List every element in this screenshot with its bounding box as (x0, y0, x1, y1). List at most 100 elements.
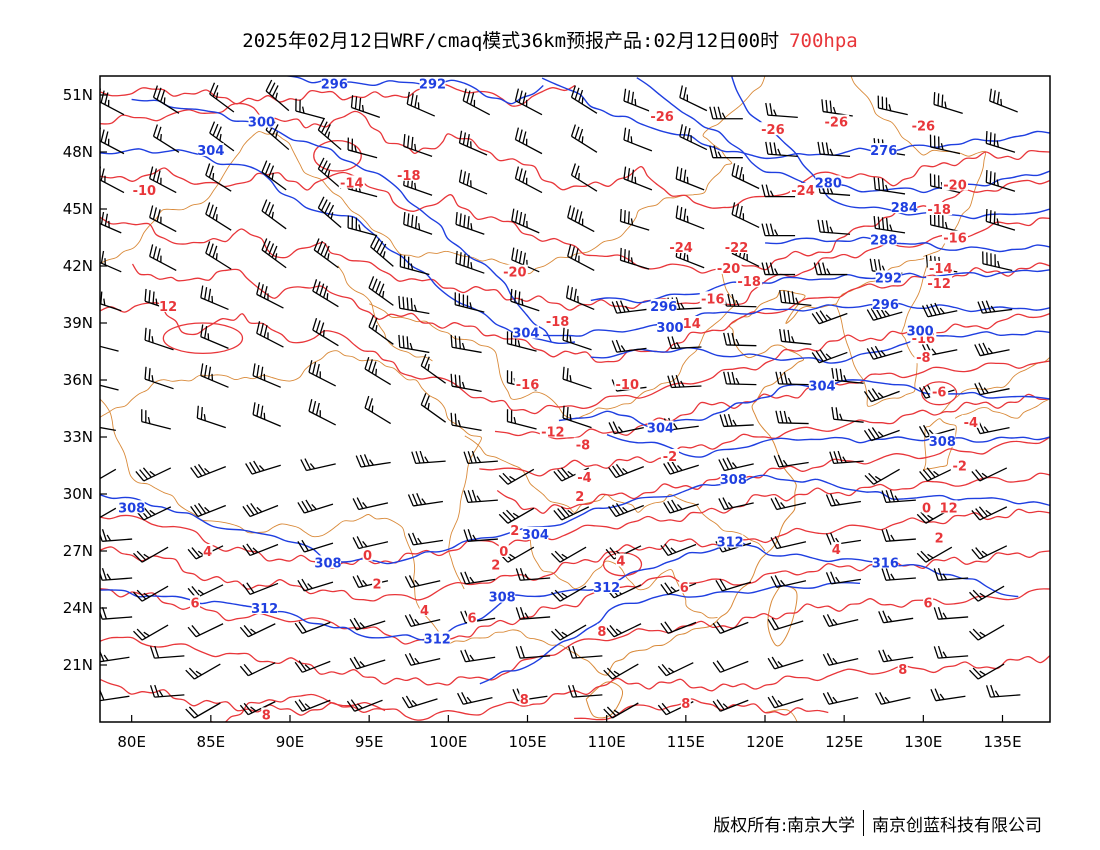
height-label-bg (489, 589, 516, 603)
temperature-label: 2 (373, 577, 382, 592)
height-label-bg (650, 298, 677, 312)
wind-barb (407, 493, 444, 507)
temperature-label-bg (519, 692, 530, 706)
temperature-isotherm (210, 693, 386, 722)
temperature-label: -18 (397, 169, 421, 184)
temperature-label-bg (614, 376, 641, 390)
temperature-isotherm (100, 82, 576, 107)
wind-barb (133, 546, 169, 563)
lon-tick-label: 90E (276, 733, 305, 751)
height-contours (100, 76, 1050, 685)
wind-barb (813, 262, 848, 276)
wind-barb (317, 118, 342, 151)
wind-barb (570, 85, 598, 114)
temperature-label-bg (679, 580, 690, 594)
wind-barb (185, 702, 221, 719)
wind-barb (100, 249, 122, 273)
wind-barb (679, 124, 708, 151)
wind-barb (239, 662, 276, 677)
wind-barb (779, 290, 812, 307)
wind-barb (930, 688, 966, 702)
height-label-bg (315, 555, 341, 569)
wind-barb (100, 166, 125, 194)
wind-barb (455, 211, 485, 235)
wind-barb (663, 460, 699, 475)
temperature-label: -20 (503, 266, 527, 281)
wind-barb (399, 254, 430, 276)
wind-barb (821, 99, 853, 117)
temperature-label: -10 (616, 378, 640, 393)
wind-barb (863, 427, 900, 442)
wind-barb (297, 578, 334, 592)
height-label: 308 (929, 435, 956, 450)
temperature-closed-contour (313, 139, 362, 172)
wind-barb (252, 402, 281, 427)
wind-barb (765, 102, 798, 119)
wind-barb (770, 575, 807, 589)
height-label-bg (118, 500, 145, 514)
temperature-label: -26 (825, 116, 849, 131)
lat-tick-label: 33N (63, 428, 93, 446)
wind-barb (878, 649, 914, 663)
wind-barb (719, 413, 754, 428)
lon-tick-label: 105E (508, 733, 546, 751)
wind-barb (100, 88, 125, 116)
temperature-label-bg (419, 602, 430, 616)
wind-barb (767, 617, 804, 631)
geo-boundaries (100, 76, 1050, 722)
boundary-line (464, 435, 766, 552)
temperature-label: -26 (912, 119, 936, 134)
wind-barb (551, 546, 587, 563)
boundary-line (100, 76, 766, 275)
height-label: 312 (424, 632, 451, 647)
wind-barb (623, 127, 653, 152)
wind-barb (567, 205, 595, 233)
temperature-label-bg (395, 167, 422, 181)
lon-tick-label: 85E (197, 733, 226, 751)
lat-tick-label: 39N (63, 314, 93, 332)
temperature-isotherm (131, 262, 1050, 364)
wind-barb (969, 663, 1005, 680)
wind-barb (100, 507, 117, 519)
wind-barb (765, 141, 798, 157)
wind-barb (313, 238, 339, 269)
temperature-label: 4 (832, 543, 841, 558)
wind-barb (514, 127, 543, 155)
wind-barb (603, 702, 639, 719)
wind-barb (551, 624, 587, 641)
wind-barb (411, 450, 446, 465)
temperature-label: -26 (650, 110, 674, 125)
wind-barb (715, 578, 752, 592)
height-label-bg (720, 471, 747, 485)
wind-barb (368, 315, 394, 345)
wind-barb (364, 395, 391, 425)
height-label: 304 (808, 380, 835, 395)
wind-barb (562, 327, 592, 351)
wind-barb (265, 79, 290, 112)
temperature-label-bg (831, 542, 842, 556)
temperature-label: 12 (940, 501, 958, 516)
wind-barb (873, 177, 906, 195)
temperature-label-bg (338, 175, 365, 189)
wind-barb (346, 699, 383, 712)
footer: 版权所有:南京大学 南京创蓝科技有限公司 (713, 810, 1042, 836)
wind-barb (239, 623, 276, 638)
temperature-label: -4 (964, 416, 978, 431)
wind-barb (355, 454, 391, 468)
wind-barb (190, 502, 226, 518)
temperature-label-bg (790, 183, 816, 196)
lat-tick-label: 30N (63, 485, 93, 503)
wind-barb (675, 166, 705, 191)
wind-barb (317, 196, 342, 228)
wind-barb (916, 546, 953, 563)
boundary-line (337, 265, 433, 362)
wind-barb (761, 223, 796, 237)
temperature-label: -16 (701, 292, 725, 307)
japan-outline (954, 398, 1050, 419)
temperature-label: 8 (597, 625, 606, 640)
temperature-label: -22 (725, 241, 749, 256)
wind-barb (242, 502, 279, 518)
wind-barb (775, 371, 809, 386)
wind-barb (878, 610, 914, 624)
temperature-label-bg (759, 122, 786, 136)
